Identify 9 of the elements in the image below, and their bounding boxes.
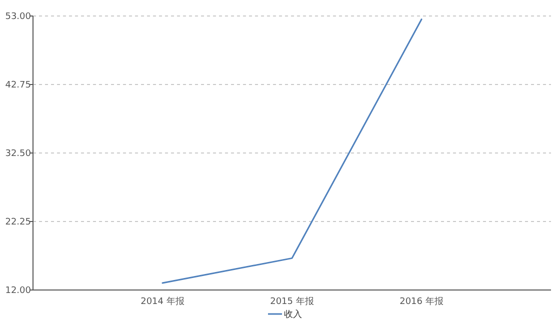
y-tick-label: 42.75	[5, 80, 31, 91]
y-tick-label: 53.00	[5, 12, 32, 22]
x-tick-label: 2016 年报	[400, 296, 444, 307]
legend-label: 收入	[284, 309, 302, 320]
x-tick-label: 2015 年报	[270, 296, 314, 307]
y-tick-label: 12.00	[5, 286, 32, 296]
x-tick-label: 2014 年报	[140, 296, 184, 307]
y-tick-label: 32.50	[5, 149, 32, 160]
y-tick-label: 22.25	[5, 218, 31, 228]
